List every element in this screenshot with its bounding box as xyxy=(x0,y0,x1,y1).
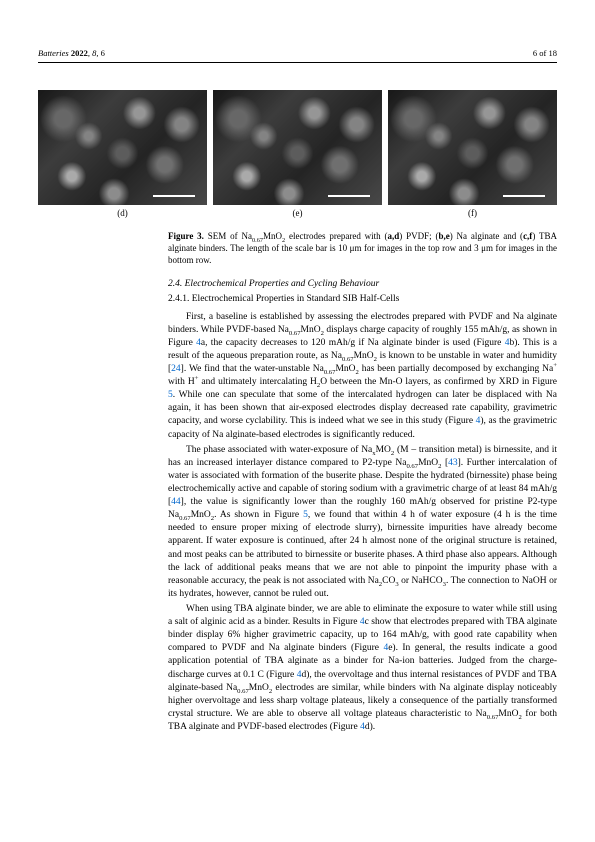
figure-label-row: (d) (e) (f) xyxy=(38,207,557,220)
body-paragraph-3: When using TBA alginate binder, we are a… xyxy=(168,603,557,734)
figure-label-d: (d) xyxy=(38,207,207,220)
section-heading: 2.4. Electrochemical Properties and Cycl… xyxy=(168,278,557,291)
figure-label-f: (f) xyxy=(388,207,557,220)
body-paragraph-2: The phase associated with water-exposure… xyxy=(168,444,557,601)
figure-label-e: (e) xyxy=(213,207,382,220)
journal-info: Batteries 2022, 8, 6 xyxy=(38,48,105,60)
citation-link[interactable]: 44 xyxy=(171,497,181,507)
page-number: 6 of 18 xyxy=(533,48,557,60)
page-content: (d) (e) (f) Figure 3. SEM of Na0.67MnO2 … xyxy=(38,90,557,736)
sem-image-e xyxy=(213,90,382,205)
sem-image-f xyxy=(388,90,557,205)
page-header: Batteries 2022, 8, 6 6 of 18 xyxy=(38,48,557,63)
citation-link[interactable]: 43 xyxy=(448,458,458,468)
figure-caption: Figure 3. SEM of Na0.67MnO2 electrodes p… xyxy=(168,230,557,266)
body-paragraph-1: First, a baseline is established by asse… xyxy=(168,311,557,442)
citation-link[interactable]: 24 xyxy=(171,364,181,374)
sem-image-d xyxy=(38,90,207,205)
figure-image-row xyxy=(38,90,557,205)
subsection-heading: 2.4.1. Electrochemical Properties in Sta… xyxy=(168,293,557,306)
